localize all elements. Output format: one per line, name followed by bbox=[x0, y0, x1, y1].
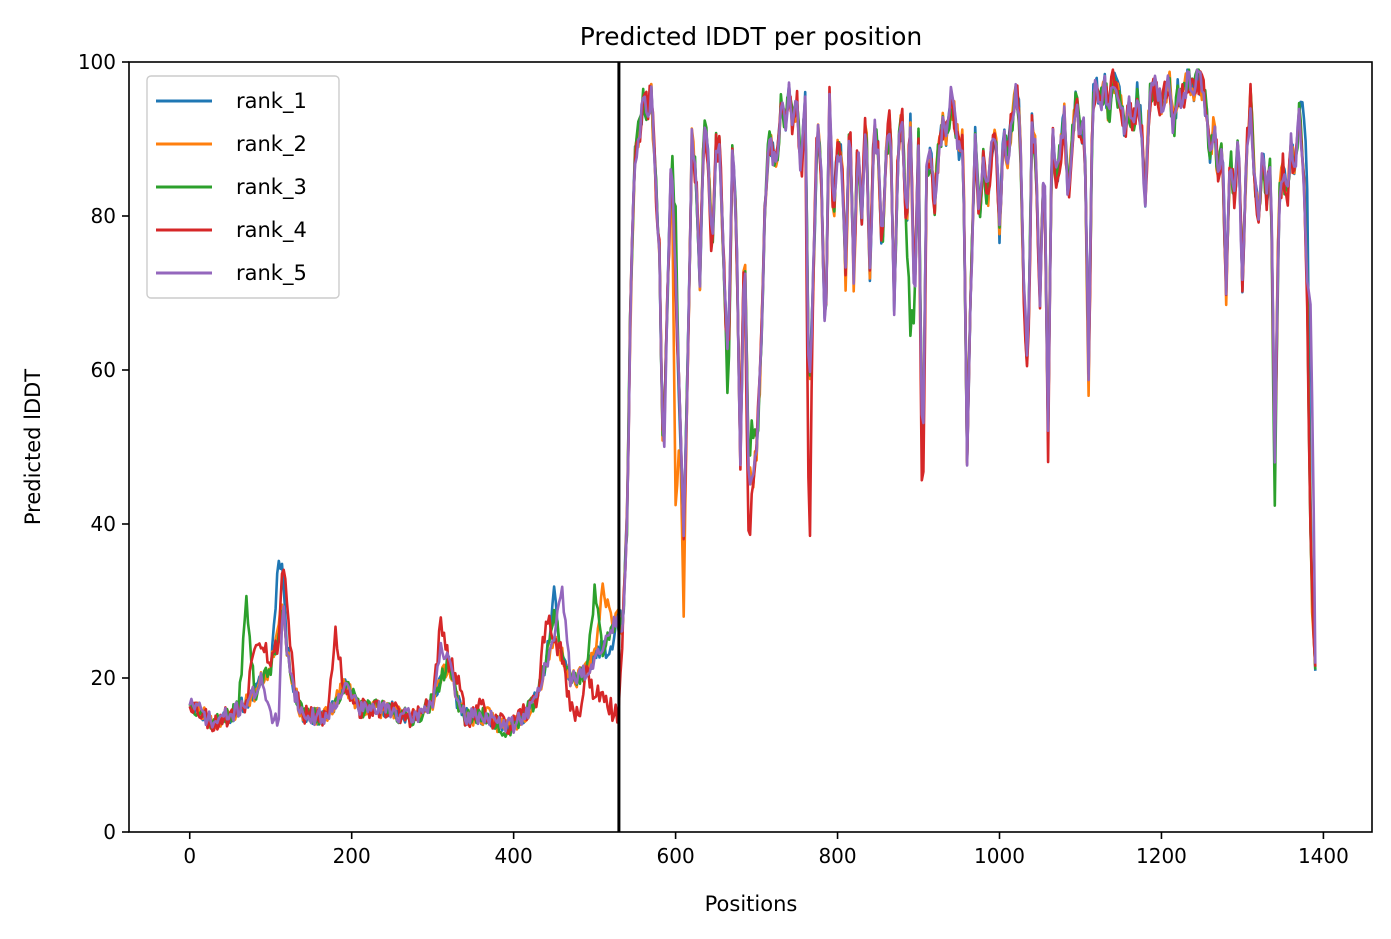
x-tick-label: 1000 bbox=[974, 844, 1025, 868]
plot-frame bbox=[128, 61, 1373, 833]
x-tick-label: 800 bbox=[818, 844, 856, 868]
legend-label: rank_4 bbox=[236, 218, 307, 243]
y-axis: 0 20 40 60 80 100 bbox=[78, 50, 129, 844]
x-tick-label: 600 bbox=[657, 844, 695, 868]
x-tick-label: 1400 bbox=[1298, 844, 1349, 868]
y-tick-label: 80 bbox=[91, 204, 116, 228]
y-axis-label: Predicted lDDT bbox=[21, 369, 45, 525]
legend-label: rank_3 bbox=[236, 175, 307, 200]
legend: rank_1 rank_2 rank_3 rank_4 rank_5 bbox=[146, 75, 340, 299]
series-layer bbox=[188, 68, 1317, 738]
x-tick-label: 400 bbox=[495, 844, 533, 868]
legend-label: rank_2 bbox=[236, 132, 307, 157]
series-line-rank_5 bbox=[188, 68, 1317, 734]
x-tick-label: 200 bbox=[333, 844, 371, 868]
x-axis: 0 200 400 600 800 1000 1200 1400 bbox=[183, 832, 1349, 868]
legend-label: rank_1 bbox=[236, 89, 307, 114]
y-tick-label: 0 bbox=[103, 820, 116, 844]
y-tick-label: 60 bbox=[91, 358, 116, 382]
y-tick-label: 40 bbox=[91, 512, 116, 536]
x-axis-label: Positions bbox=[705, 892, 798, 916]
x-tick-label: 1200 bbox=[1136, 844, 1187, 868]
chart-title: Predicted lDDT per position bbox=[580, 22, 922, 51]
legend-box bbox=[146, 75, 340, 299]
x-tick-label: 0 bbox=[183, 844, 196, 868]
legend-label: rank_5 bbox=[236, 261, 307, 286]
y-tick-label: 20 bbox=[91, 666, 116, 690]
y-tick-label: 100 bbox=[78, 50, 116, 74]
